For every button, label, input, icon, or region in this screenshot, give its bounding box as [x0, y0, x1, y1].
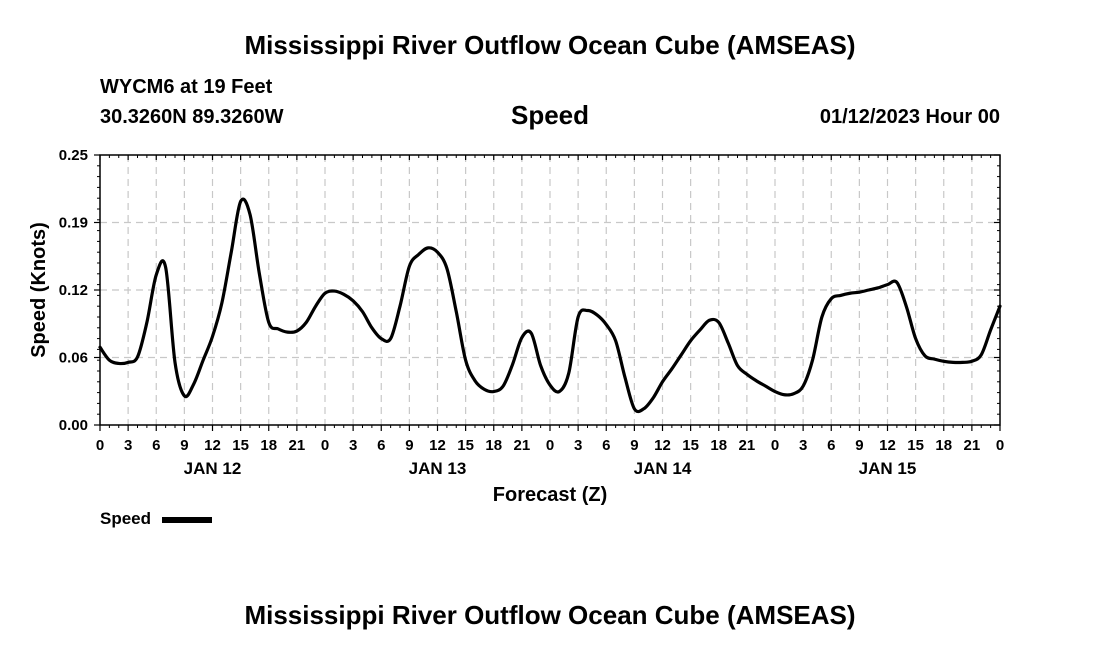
- speed-series-line: [98, 197, 1002, 414]
- legend-label: Speed: [100, 509, 152, 528]
- x-tick-label: 6: [152, 437, 160, 454]
- chart-title-bottom: Mississippi River Outflow Ocean Cube (AM…: [244, 600, 856, 630]
- station-label: WYCM6 at 19 Feet: [100, 76, 273, 98]
- grid-lines: [100, 155, 1000, 425]
- x-tick-label: 9: [855, 437, 863, 454]
- y-tick-label: 0.19: [59, 215, 88, 232]
- chart-title-top: Mississippi River Outflow Ocean Cube (AM…: [244, 30, 856, 60]
- day-label: JAN 14: [634, 459, 692, 478]
- run-time-label: 01/12/2023 Hour 00: [819, 106, 1000, 128]
- x-tick-label: 0: [546, 437, 554, 454]
- x-tick-label: 12: [654, 437, 671, 454]
- x-tick-label: 12: [429, 437, 446, 454]
- x-tick-label: 9: [180, 437, 188, 454]
- legend-line-swatch: [162, 517, 212, 523]
- x-tick-label: 3: [349, 437, 357, 454]
- x-tick-label: 6: [377, 437, 385, 454]
- y-tick-label: 0.12: [59, 282, 88, 299]
- x-tick-label: 0: [996, 437, 1004, 454]
- y-tick-label: 0.00: [59, 417, 88, 434]
- x-tick-label: 18: [710, 437, 727, 454]
- x-tick-label: 0: [96, 437, 104, 454]
- x-tick-label: 21: [964, 437, 981, 454]
- y-axis-title: Speed (Knots): [28, 222, 50, 358]
- x-tick-label: 15: [907, 437, 924, 454]
- x-tick-label: 21: [289, 437, 306, 454]
- day-label: JAN 12: [184, 459, 242, 478]
- x-tick-label: 12: [204, 437, 221, 454]
- x-tick-label: 21: [514, 437, 531, 454]
- day-label: JAN 15: [859, 459, 917, 478]
- axis-tick-labels: 0 3 6 9 12 15 18 21 0 3 6 9 12 15 18 21 0 3 6 9 12 15 18 21 0 3 6 9…: [59, 147, 1004, 478]
- x-tick-label: 3: [124, 437, 132, 454]
- day-label: JAN 13: [409, 459, 467, 478]
- x-tick-label: 3: [799, 437, 807, 454]
- x-tick-label: 12: [879, 437, 896, 454]
- variable-title: Speed: [510, 100, 590, 130]
- x-tick-label: 18: [260, 437, 277, 454]
- axis-ticks: [94, 154, 1001, 431]
- x-tick-label: 18: [485, 437, 502, 454]
- plot-frame: [99, 154, 1001, 426]
- x-tick-label: 6: [827, 437, 835, 454]
- x-tick-label: 0: [771, 437, 779, 454]
- x-tick-label: 0: [321, 437, 329, 454]
- x-tick-label: 3: [574, 437, 582, 454]
- x-tick-label: 18: [935, 437, 952, 454]
- y-tick-label: 0.06: [59, 350, 88, 367]
- data-series: [98, 197, 1002, 414]
- x-tick-label: 15: [232, 437, 249, 454]
- x-tick-label: 6: [602, 437, 610, 454]
- x-axis-title: Forecast (Z): [493, 484, 607, 506]
- x-tick-label: 21: [739, 437, 756, 454]
- x-tick-label: 15: [457, 437, 474, 454]
- y-tick-label: 0.25: [59, 147, 88, 164]
- station-coordinates: 30.3260N 89.3260W: [100, 106, 284, 128]
- x-tick-label: 9: [630, 437, 638, 454]
- x-tick-label: 15: [682, 437, 699, 454]
- x-tick-label: 9: [405, 437, 413, 454]
